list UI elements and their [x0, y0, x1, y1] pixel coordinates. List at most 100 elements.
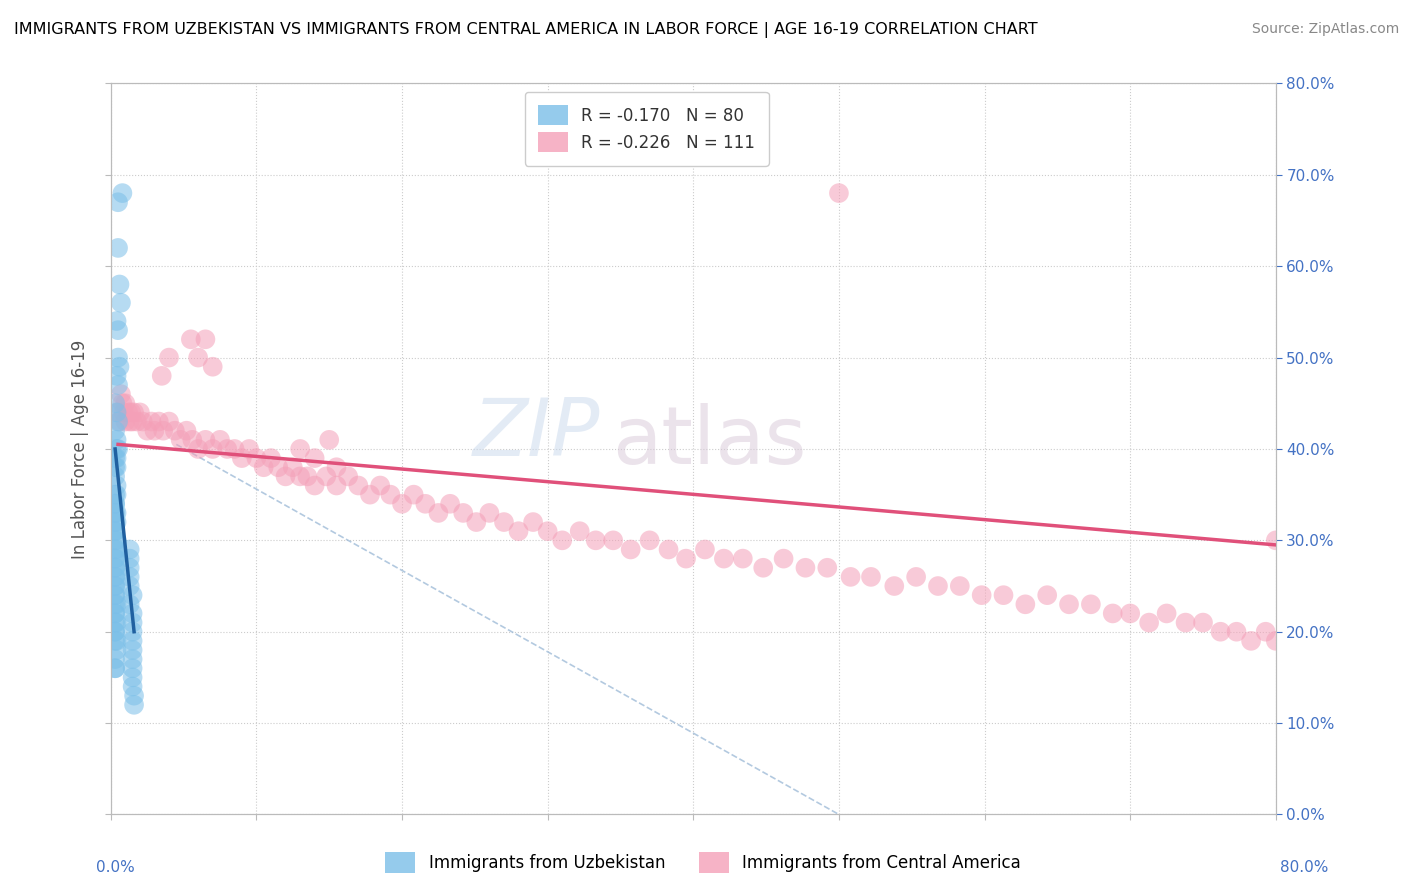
Y-axis label: In Labor Force | Age 16-19: In Labor Force | Age 16-19: [72, 339, 89, 558]
Point: [105, 488, 128, 502]
Point: [180, 332, 202, 346]
Point: [104, 560, 127, 574]
Point: [794, 560, 817, 574]
Point: [107, 378, 129, 392]
Point: [1137, 615, 1160, 630]
Point: [1174, 615, 1197, 630]
Point: [304, 478, 326, 492]
Point: [105, 405, 128, 419]
Point: [104, 615, 127, 630]
Point: [105, 368, 128, 383]
Point: [1254, 624, 1277, 639]
Point: [187, 442, 209, 456]
Point: [288, 469, 311, 483]
Point: [107, 323, 129, 337]
Point: [121, 633, 143, 648]
Legend: Immigrants from Uzbekistan, Immigrants from Central America: Immigrants from Uzbekistan, Immigrants f…: [378, 846, 1028, 880]
Point: [105, 643, 128, 657]
Point: [105, 433, 128, 447]
Point: [104, 506, 127, 520]
Point: [104, 497, 127, 511]
Point: [104, 424, 127, 438]
Point: [148, 415, 170, 429]
Point: [551, 533, 574, 548]
Point: [105, 478, 128, 492]
Point: [118, 579, 141, 593]
Point: [118, 542, 141, 557]
Point: [325, 460, 347, 475]
Point: [121, 624, 143, 639]
Point: [439, 497, 461, 511]
Text: 80.0%: 80.0%: [1281, 860, 1329, 874]
Point: [304, 451, 326, 466]
Point: [105, 533, 128, 548]
Point: [1156, 607, 1178, 621]
Point: [949, 579, 972, 593]
Point: [108, 277, 131, 292]
Point: [1080, 597, 1102, 611]
Point: [772, 551, 794, 566]
Point: [105, 615, 128, 630]
Point: [105, 460, 128, 475]
Point: [638, 533, 661, 548]
Point: [318, 433, 340, 447]
Point: [1225, 624, 1247, 639]
Point: [325, 478, 347, 492]
Point: [105, 506, 128, 520]
Point: [415, 497, 437, 511]
Point: [121, 415, 143, 429]
Point: [194, 433, 217, 447]
Point: [104, 524, 127, 539]
Point: [105, 597, 128, 611]
Point: [118, 415, 141, 429]
Point: [111, 186, 134, 200]
Point: [337, 469, 360, 483]
Point: [104, 633, 127, 648]
Point: [111, 396, 134, 410]
Point: [117, 405, 139, 419]
Point: [122, 405, 145, 419]
Point: [157, 415, 180, 429]
Point: [104, 588, 127, 602]
Point: [118, 570, 141, 584]
Point: [201, 442, 224, 456]
Point: [121, 643, 143, 657]
Point: [194, 332, 217, 346]
Point: [110, 387, 132, 401]
Point: [121, 615, 143, 630]
Point: [731, 551, 754, 566]
Point: [693, 542, 716, 557]
Point: [993, 588, 1015, 602]
Point: [107, 195, 129, 210]
Point: [104, 588, 127, 602]
Point: [108, 415, 131, 429]
Point: [121, 652, 143, 666]
Point: [224, 442, 246, 456]
Point: [104, 579, 127, 593]
Point: [427, 506, 450, 520]
Point: [859, 570, 882, 584]
Point: [104, 570, 127, 584]
Point: [121, 670, 143, 684]
Point: [620, 542, 643, 557]
Point: [122, 698, 145, 712]
Point: [713, 551, 735, 566]
Point: [537, 524, 560, 539]
Point: [104, 533, 127, 548]
Point: [315, 469, 337, 483]
Point: [108, 359, 131, 374]
Point: [187, 351, 209, 365]
Point: [231, 451, 253, 466]
Point: [105, 633, 128, 648]
Point: [104, 570, 127, 584]
Point: [150, 368, 173, 383]
Point: [1101, 607, 1123, 621]
Point: [107, 442, 129, 456]
Point: [267, 460, 290, 475]
Point: [602, 533, 624, 548]
Point: [1209, 624, 1232, 639]
Point: [522, 515, 544, 529]
Point: [104, 661, 127, 675]
Text: IMMIGRANTS FROM UZBEKISTAN VS IMMIGRANTS FROM CENTRAL AMERICA IN LABOR FORCE | A: IMMIGRANTS FROM UZBEKISTAN VS IMMIGRANTS…: [14, 22, 1038, 38]
Point: [125, 415, 148, 429]
